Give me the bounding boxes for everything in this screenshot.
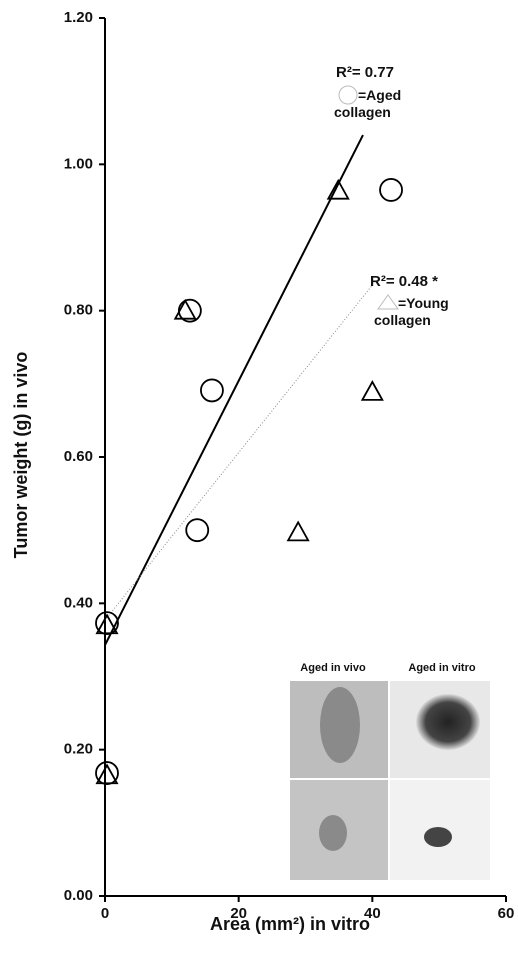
chart: Aged in vivo Aged in vitro Area (mm²) in… (0, 0, 518, 965)
point (288, 522, 308, 540)
tissue (424, 827, 452, 847)
inset-label: Aged in vitro (408, 662, 476, 674)
y-tick-label: 0.80 (64, 302, 93, 319)
y-axis-label: Tumor weight (g) in vivo (11, 352, 31, 559)
inset-label: Aged in vivo (300, 662, 366, 674)
x-tick-label: 40 (364, 905, 381, 922)
x-tick-label: 20 (230, 905, 247, 922)
trend-line (105, 285, 372, 620)
inset-photos: Aged in vivo Aged in vitro (290, 662, 490, 880)
legend-circle (339, 86, 357, 104)
x-tick-label: 0 (101, 905, 109, 922)
tissue (319, 815, 347, 851)
tissue (320, 687, 360, 763)
r2-label: R²= 0.48 * (370, 273, 438, 290)
y-tick-label: 1.00 (64, 155, 93, 172)
y-tick-label: 1.20 (64, 9, 93, 26)
point (380, 179, 402, 201)
point (201, 379, 223, 401)
y-tick-label: 0.00 (64, 887, 93, 904)
point (186, 519, 208, 541)
x-tick-label: 60 (498, 905, 515, 922)
point (362, 382, 382, 400)
trend-line (105, 135, 363, 645)
tissue (416, 694, 480, 750)
legend-triangle (378, 295, 398, 309)
y-tick-label: 0.20 (64, 741, 93, 758)
r2-label: R²= 0.77 (336, 64, 394, 81)
y-tick-label: 0.60 (64, 448, 93, 465)
y-tick-label: 0.40 (64, 594, 93, 611)
